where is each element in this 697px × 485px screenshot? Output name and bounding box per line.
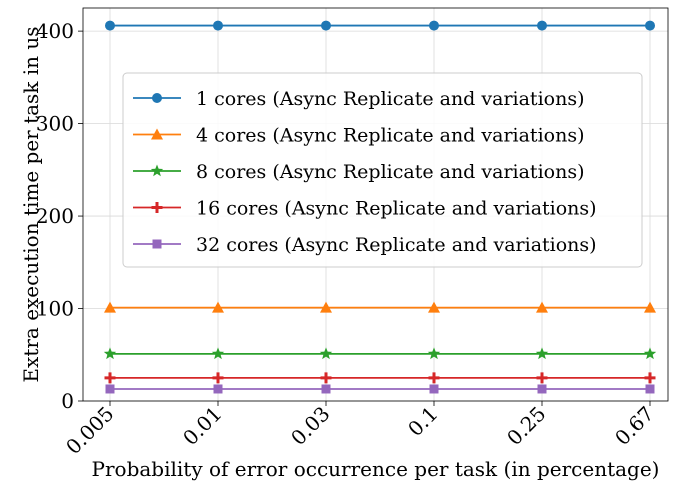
y-axis-label: Extra execution time per task in us (19, 26, 43, 382)
data-point-triangle (644, 301, 656, 313)
y-tick-label: 400 (36, 19, 74, 43)
legend-label: 16 cores (Async Replicate and variations… (196, 198, 597, 220)
data-point-triangle (536, 301, 548, 313)
data-point-circle (537, 20, 547, 31)
series-0 (105, 20, 655, 31)
legend-label: 4 cores (Async Replicate and variations) (196, 125, 584, 147)
x-axis-label: Probability of error occurrence per task… (92, 457, 660, 481)
legend-label: 1 cores (Async Replicate and variations) (196, 88, 584, 110)
data-point-triangle (212, 301, 224, 313)
data-point-square (213, 384, 223, 394)
plot-frame (82, 7, 669, 402)
data-point-square (105, 384, 115, 394)
data-point-circle (429, 20, 439, 31)
x-tick-label: 0.25 (502, 402, 550, 450)
series-4 (105, 384, 655, 394)
data-point-square (429, 384, 439, 394)
series-1 (104, 301, 656, 313)
legend-entry: 32 cores (Async Replicate and variations… (133, 234, 597, 256)
x-tick-label: 0.1 (403, 402, 442, 441)
series-2 (103, 347, 657, 360)
data-point-star (319, 347, 333, 360)
data-point-triangle (428, 301, 440, 313)
data-point-circle (321, 20, 331, 31)
data-point-circle (152, 93, 162, 103)
x-tick-label: 0.03 (286, 402, 334, 450)
data-point-triangle (151, 128, 163, 140)
y-tick-label: 100 (36, 297, 74, 321)
legend-label: 32 cores (Async Replicate and variations… (196, 234, 597, 256)
legend-entry: 1 cores (Async Replicate and variations) (133, 88, 584, 110)
data-point-plus (212, 372, 224, 384)
legend-label: 8 cores (Async Replicate and variations) (196, 161, 584, 183)
data-point-plus (644, 372, 656, 384)
data-point-plus (320, 372, 332, 384)
data-point-plus (104, 372, 116, 384)
x-tick-label: 0.01 (178, 402, 226, 450)
data-point-square (321, 384, 331, 394)
data-point-star (643, 347, 657, 360)
series-3 (104, 372, 656, 384)
y-tick-label: 200 (36, 204, 74, 228)
legend-entry: 8 cores (Async Replicate and variations) (133, 161, 584, 183)
y-tick-label: 300 (36, 112, 74, 136)
data-point-circle (213, 20, 223, 31)
data-point-star (103, 347, 117, 360)
data-point-square (645, 384, 655, 394)
data-point-triangle (320, 301, 332, 313)
series-layer (103, 20, 657, 394)
data-point-plus (151, 202, 163, 213)
data-point-plus (428, 372, 440, 384)
y-tick-label: 0 (61, 389, 74, 413)
data-point-square (537, 384, 547, 394)
data-point-circle (105, 20, 115, 31)
data-point-triangle (104, 301, 116, 313)
data-point-star (535, 347, 549, 360)
data-point-star (427, 347, 441, 360)
data-point-star (211, 347, 225, 360)
x-tick-label: 0.67 (610, 402, 658, 450)
data-point-square (152, 239, 162, 249)
data-point-plus (536, 372, 548, 384)
legend-entry: 4 cores (Async Replicate and variations) (133, 125, 584, 147)
data-point-circle (645, 20, 655, 31)
legend-entry: 16 cores (Async Replicate and variations… (133, 198, 597, 220)
legend-box (122, 72, 643, 268)
data-point-star (150, 164, 164, 177)
legend: 1 cores (Async Replicate and variations)… (122, 72, 643, 268)
